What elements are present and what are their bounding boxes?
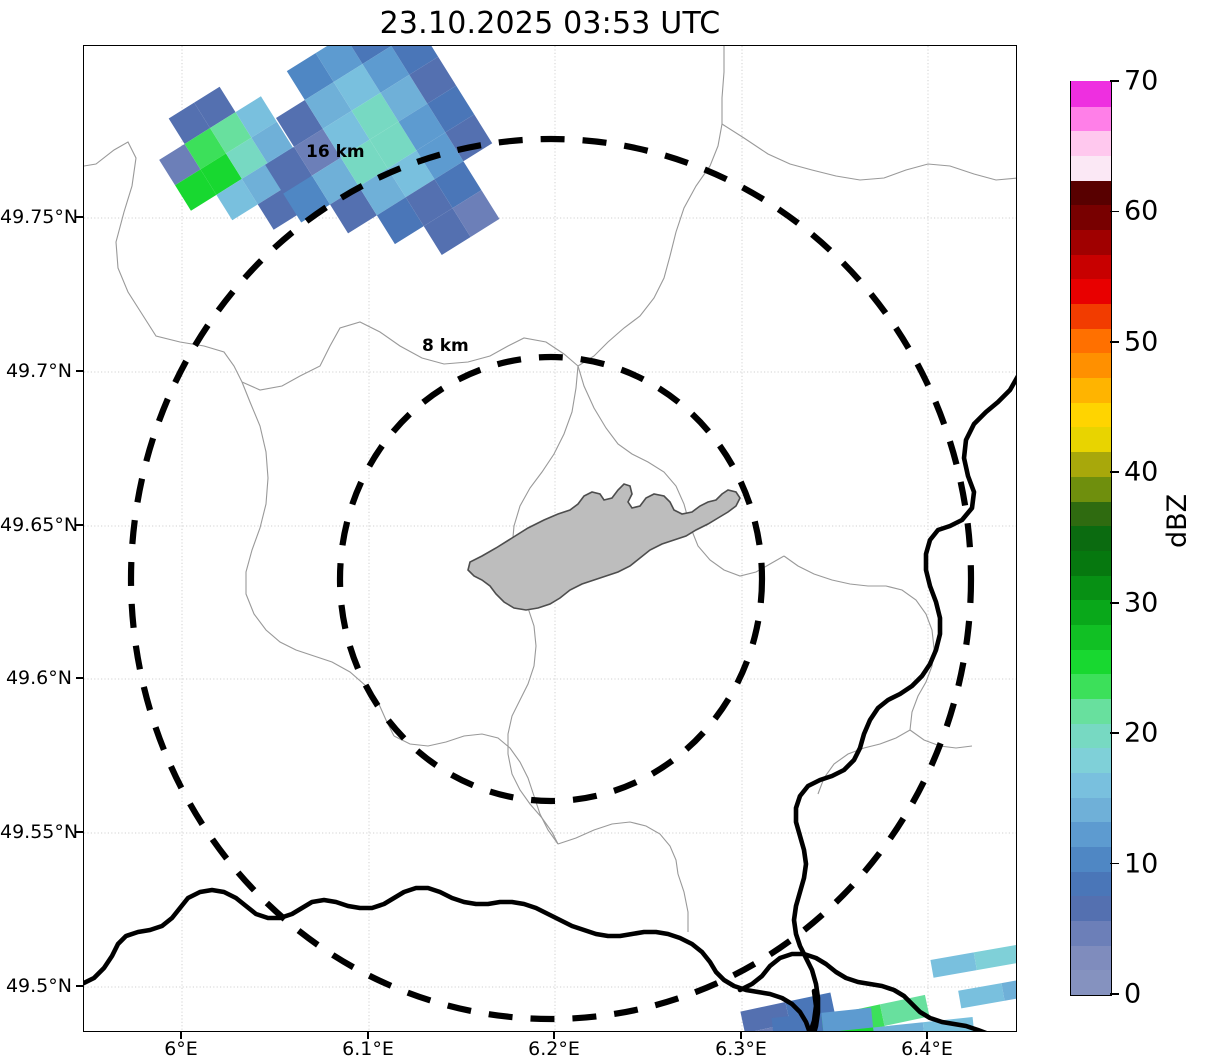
colorbar-tick-label-2: 20 xyxy=(1124,717,1159,749)
colorbar-band-19 xyxy=(1071,500,1111,527)
colorbar-band-14 xyxy=(1071,624,1111,650)
map-plot-area: 16 km 8 km xyxy=(83,45,1017,1032)
colorbar-band-25 xyxy=(1071,352,1111,379)
y-tick-mark-4 xyxy=(76,370,83,372)
colorbar-band-0 xyxy=(1071,969,1111,995)
colorbar-band-18 xyxy=(1071,525,1111,551)
colorbar-band-22 xyxy=(1071,426,1111,453)
range-ring-label-16km: 16 km xyxy=(306,142,365,162)
range-ring-8km xyxy=(336,353,766,805)
x-tick-label-3: 6.3°E xyxy=(715,1038,767,1060)
colorbar-band-36 xyxy=(1071,81,1111,107)
colorbar-band-20 xyxy=(1071,476,1111,502)
colorbar-band-28 xyxy=(1071,278,1111,305)
colorbar-band-12 xyxy=(1071,673,1111,699)
colorbar-band-24 xyxy=(1071,377,1111,403)
x-tick-mark-0 xyxy=(180,1032,182,1039)
colorbar-band-17 xyxy=(1071,550,1111,576)
y-tick-label-1: 49.55°N xyxy=(0,821,79,843)
colorbar-tick-mark-0 xyxy=(1110,993,1119,995)
colorbar-tick-label-0: 0 xyxy=(1124,978,1142,1010)
y-tick-mark-1 xyxy=(76,831,83,833)
colorbar-band-29 xyxy=(1071,254,1111,280)
colorbar-band-16 xyxy=(1071,574,1111,601)
range-rings xyxy=(127,135,975,1023)
colorbar-band-31 xyxy=(1071,204,1111,231)
colorbar-tick-mark-5 xyxy=(1110,341,1119,343)
colorbar-band-33 xyxy=(1071,155,1111,181)
colorbar-band-32 xyxy=(1071,180,1111,206)
colorbar-band-2 xyxy=(1071,920,1111,946)
colorbar-band-26 xyxy=(1071,328,1111,354)
radar-echo-cluster-southeast xyxy=(740,944,1016,1031)
y-tick-mark-3 xyxy=(76,524,83,526)
colorbar-tick-label-4: 40 xyxy=(1124,456,1159,488)
colorbar-band-10 xyxy=(1071,722,1111,749)
y-tick-mark-5 xyxy=(76,216,83,218)
colorbar-band-27 xyxy=(1071,303,1111,329)
colorbar-tick-mark-2 xyxy=(1110,732,1119,734)
y-tick-mark-2 xyxy=(76,677,83,679)
district-borders xyxy=(84,46,1016,932)
colorbar-band-8 xyxy=(1071,772,1111,798)
colorbar-band-15 xyxy=(1071,599,1111,625)
y-tick-label-0: 49.5°N xyxy=(5,975,72,997)
colorbar-band-23 xyxy=(1071,402,1111,428)
x-tick-label-1: 6.1°E xyxy=(342,1038,394,1060)
colorbar-band-21 xyxy=(1071,451,1111,477)
colorbar-tick-label-3: 30 xyxy=(1124,587,1159,619)
colorbar-band-5 xyxy=(1071,846,1111,872)
x-tick-mark-3 xyxy=(740,1032,742,1039)
national-border xyxy=(84,374,1016,1031)
range-ring-16km xyxy=(127,135,975,1023)
map-svg xyxy=(84,46,1016,1031)
colorbar-tick-mark-3 xyxy=(1110,601,1119,604)
colorbar-band-9 xyxy=(1071,747,1111,773)
colorbar-band-30 xyxy=(1071,229,1111,255)
colorbar-tick-mark-6 xyxy=(1110,210,1119,213)
y-tick-label-3: 49.65°N xyxy=(0,514,79,536)
colorbar-band-3 xyxy=(1071,895,1111,921)
colorbar-tick-label-7: 70 xyxy=(1124,65,1159,97)
y-tick-label-2: 49.6°N xyxy=(5,667,72,689)
x-tick-mark-1 xyxy=(367,1032,369,1039)
y-tick-label-5: 49.75°N xyxy=(0,206,79,228)
colorbar-band-1 xyxy=(1071,945,1111,971)
colorbar-tick-label-1: 10 xyxy=(1124,848,1159,880)
colorbar-band-6 xyxy=(1071,821,1111,847)
colorbar-tick-mark-7 xyxy=(1110,80,1119,82)
colorbar-band-34 xyxy=(1071,130,1111,157)
colorbar-band-11 xyxy=(1071,698,1111,724)
colorbar-band-35 xyxy=(1071,106,1111,132)
colorbar-band-13 xyxy=(1071,648,1111,675)
colorbar-label: dBZ xyxy=(1162,493,1193,548)
colorbar-band-7 xyxy=(1071,797,1111,823)
x-tick-label-4: 6.4°E xyxy=(901,1038,953,1060)
x-tick-mark-4 xyxy=(926,1032,928,1039)
colorbar-tick-mark-1 xyxy=(1110,862,1119,865)
range-ring-label-8km: 8 km xyxy=(422,336,469,356)
colorbar[interactable] xyxy=(1070,81,1112,996)
city-polygon-luxembourg xyxy=(467,483,741,611)
colorbar-tick-label-5: 50 xyxy=(1124,326,1159,358)
page-title: 23.10.2025 03:53 UTC xyxy=(379,6,721,41)
colorbar-tick-label-6: 60 xyxy=(1124,195,1159,227)
x-tick-mark-2 xyxy=(553,1032,555,1039)
x-tick-label-2: 6.2°E xyxy=(528,1038,580,1060)
radar-echo-cluster-northwest xyxy=(159,46,500,255)
colorbar-tick-mark-4 xyxy=(1110,471,1119,474)
x-tick-label-0: 6°E xyxy=(164,1038,198,1060)
y-tick-label-4: 49.7°N xyxy=(5,360,72,382)
y-tick-mark-0 xyxy=(76,985,83,987)
colorbar-band-4 xyxy=(1071,871,1111,897)
